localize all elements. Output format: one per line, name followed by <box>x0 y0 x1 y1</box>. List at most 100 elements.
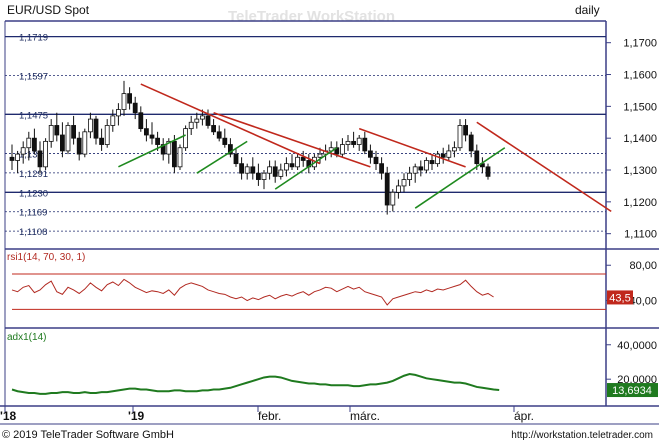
candle-body <box>188 121 194 130</box>
downtrend-line <box>476 121 612 213</box>
candle-body <box>37 150 43 168</box>
candle-body <box>407 172 413 180</box>
candlestick-series <box>9 80 491 215</box>
candle-body <box>26 137 32 149</box>
candle-body <box>474 150 480 165</box>
price-y-tick-label: 1,1100 <box>624 229 657 241</box>
candle-body <box>418 166 424 171</box>
candle-body <box>429 160 435 165</box>
candle-body <box>423 160 429 171</box>
candle-body <box>15 153 21 161</box>
candle-body <box>457 125 463 149</box>
candle-body <box>205 115 211 126</box>
candle-body <box>155 137 161 145</box>
panel-frames <box>0 20 659 425</box>
candle-body <box>93 118 99 139</box>
price-y-tick-label: 1,1600 <box>623 70 657 82</box>
rsi-y-tick-label: 40,00 <box>629 296 657 308</box>
candle-body <box>367 150 373 158</box>
candle-body <box>401 179 407 187</box>
candle-body <box>216 131 222 139</box>
candle-body <box>143 128 149 136</box>
rsi-current-value: 43,5 <box>609 292 630 304</box>
candle-body <box>261 172 267 180</box>
candle-body <box>76 137 82 155</box>
price-y-tick-label: 1,1400 <box>623 133 657 145</box>
candle-body <box>48 125 54 142</box>
price-level-label: 1,1352 <box>19 149 48 160</box>
downtrend-line <box>140 83 321 165</box>
copyright-text: © 2019 TeleTrader Software GmbH <box>2 429 174 441</box>
downtrend-line <box>213 111 371 168</box>
candle-body <box>171 140 177 168</box>
price-levels: 1,1719 1,1597 1,1475 1,1352 1,1291 1,1230 1,11… <box>5 33 606 238</box>
time-axis: '18 '19 febr. márc. ápr. <box>0 406 534 423</box>
candle-body <box>54 125 60 136</box>
chart-title: EUR/USD Spot <box>7 3 90 17</box>
candle-body <box>395 185 401 193</box>
candle-body <box>356 137 362 145</box>
price-y-tick-label: 1,1200 <box>623 197 657 209</box>
candle-body <box>468 134 474 152</box>
candle-body <box>440 153 446 158</box>
adx-label: adx1(14) <box>7 332 46 343</box>
adx-current-value-box <box>607 383 658 398</box>
adx-y-tick-label: 40,0000 <box>617 340 657 352</box>
price-level-label: 1,1597 <box>19 71 48 82</box>
candle-body <box>267 166 273 174</box>
candle-body <box>317 153 323 158</box>
rsi-line <box>11 278 494 306</box>
candle-body <box>233 153 239 165</box>
rsi-label: rsi1(14, 70, 30, 1) <box>7 252 85 263</box>
rsi-y-tick-label: 80,00 <box>629 260 657 272</box>
price-y-axis: 1,1700 1,1600 1,1500 1,1400 1,1300 1,1200 1,11… <box>606 38 657 241</box>
source-url: http://workstation.teletrader.com <box>511 430 653 441</box>
candle-body <box>127 93 132 104</box>
candle-body <box>244 166 250 174</box>
time-tick-label: febr. <box>258 409 281 423</box>
candle-body <box>300 156 306 161</box>
watermark: TeleTrader WorkStation <box>228 8 395 25</box>
time-tick-label: '19 <box>128 409 145 423</box>
candle-body <box>250 166 256 174</box>
candle-body <box>295 156 301 168</box>
candle-body <box>485 166 491 177</box>
candle-body <box>110 115 116 126</box>
time-tick-label: ápr. <box>514 409 534 423</box>
candle-body <box>88 118 93 133</box>
candle-body <box>278 169 284 177</box>
candle-body <box>20 147 26 155</box>
candle-body <box>121 93 127 110</box>
downtrend-line <box>358 127 466 168</box>
candle-body <box>132 102 138 114</box>
price-level-label: 1,1291 <box>19 169 48 180</box>
candle-body <box>255 172 261 180</box>
candle-body <box>227 144 233 155</box>
price-level-label: 1,1230 <box>19 188 48 199</box>
candle-body <box>379 163 385 174</box>
candle-body <box>199 115 205 120</box>
price-level-label: 1,1719 <box>19 33 48 44</box>
candle-body <box>283 163 289 171</box>
adx-current-value: 13,6934 <box>612 385 652 397</box>
candle-body <box>463 125 469 136</box>
candle-body <box>138 112 144 130</box>
candle-body <box>183 128 189 149</box>
candle-body <box>272 166 278 177</box>
candle-body <box>71 125 76 139</box>
price-y-tick-label: 1,1300 <box>623 165 657 177</box>
rsi-current-value-box <box>607 290 633 305</box>
price-y-tick-label: 1,1500 <box>623 101 657 113</box>
candle-body <box>435 153 441 165</box>
uptrend-line <box>118 134 186 168</box>
candle-body <box>351 140 357 145</box>
candle-body <box>222 137 228 145</box>
candle-body <box>194 118 200 123</box>
candle-body <box>99 137 104 145</box>
candle-body <box>390 191 396 206</box>
adx-line <box>11 373 500 395</box>
candle-body <box>339 144 345 155</box>
